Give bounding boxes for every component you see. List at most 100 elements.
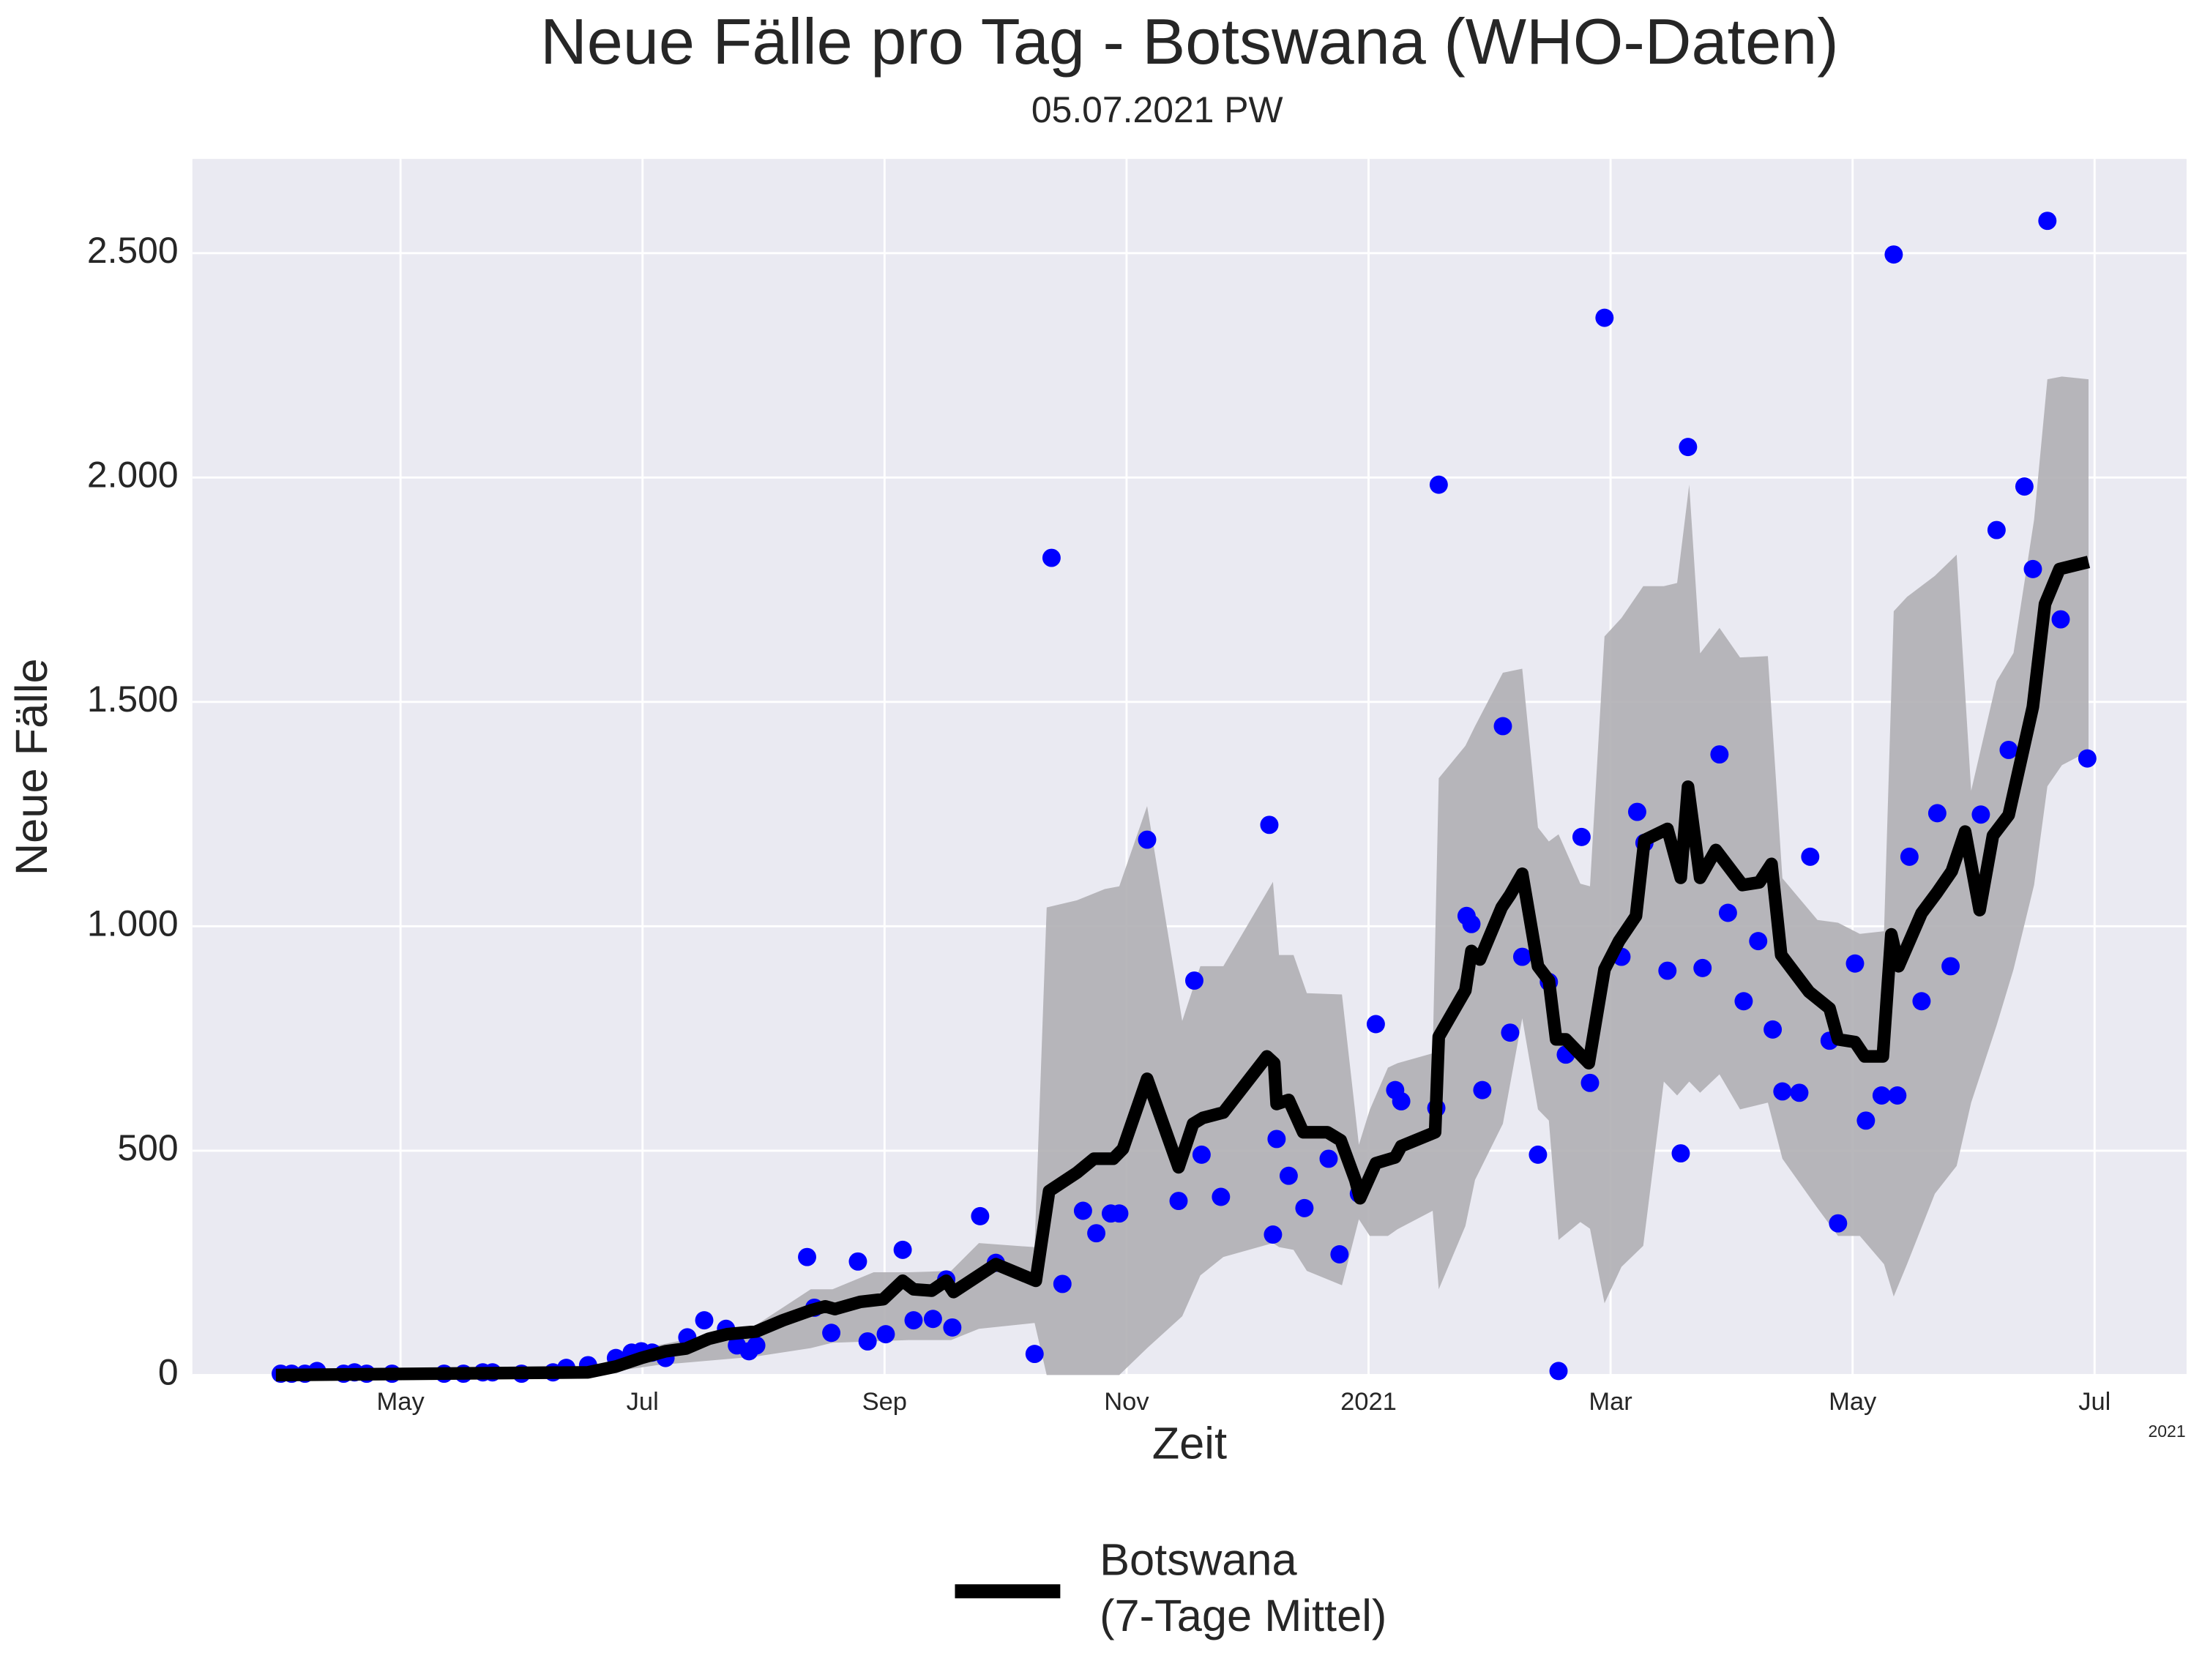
data-point — [1884, 245, 1903, 264]
data-point — [2038, 212, 2057, 231]
data-point — [1845, 954, 1865, 973]
data-point — [2078, 749, 2097, 768]
data-point — [848, 1252, 867, 1271]
data-point — [1392, 1091, 1411, 1110]
data-point — [1872, 1086, 1891, 1105]
data-point — [1042, 548, 1061, 567]
data-point — [2023, 559, 2042, 578]
x-tick-label: Nov — [1104, 1388, 1149, 1416]
marks — [272, 212, 2097, 1384]
data-point — [747, 1336, 766, 1355]
data-point — [1087, 1224, 1106, 1243]
chart-subtitle: 05.07.2021 PW — [1031, 89, 1283, 130]
data-point — [1366, 1015, 1385, 1034]
data-point — [1773, 1082, 1792, 1101]
data-point — [1264, 1225, 1283, 1244]
data-point — [1295, 1198, 1314, 1217]
data-point — [1900, 847, 1919, 866]
data-point — [1053, 1274, 1072, 1293]
legend-label: Botswana (7-Tage Mittel) — [1100, 1535, 1386, 1642]
data-point — [1512, 947, 1531, 966]
data-point — [695, 1311, 714, 1330]
data-point — [1671, 1144, 1690, 1163]
x-tick-label: Mar — [1589, 1388, 1632, 1416]
data-point — [971, 1206, 990, 1225]
data-point — [1462, 914, 1481, 933]
x-tick-label: May — [377, 1388, 425, 1416]
data-point — [858, 1332, 877, 1351]
data-point — [1856, 1111, 1876, 1130]
data-point — [1658, 961, 1677, 980]
data-point — [1212, 1187, 1231, 1206]
x-offset-label: 2021 — [2148, 1422, 2185, 1441]
x-tick-label: Jul — [627, 1388, 659, 1416]
data-point — [1319, 1149, 1338, 1168]
x-tick-label: May — [1829, 1388, 1877, 1416]
data-point — [1110, 1204, 1129, 1223]
data-point — [893, 1240, 912, 1259]
data-point — [1734, 992, 1753, 1011]
data-point — [2051, 610, 2070, 629]
data-point — [798, 1247, 816, 1266]
data-point — [1627, 802, 1646, 821]
data-point — [1073, 1201, 1092, 1220]
data-point — [1888, 1086, 1907, 1105]
data-point — [1267, 1130, 1286, 1149]
data-point — [876, 1325, 895, 1344]
data-point — [943, 1318, 962, 1337]
data-point — [1279, 1166, 1298, 1185]
x-tick-label: Sep — [862, 1388, 907, 1416]
y-axis-label: Neue Fälle — [7, 658, 57, 876]
data-point — [1184, 971, 1203, 990]
data-point — [1580, 1073, 1600, 1092]
data-point — [1572, 827, 1591, 846]
legend: Botswana (7-Tage Mittel) — [955, 1535, 1386, 1642]
data-point — [1138, 830, 1157, 849]
chart-title: Neue Fälle pro Tag - Botswana (WHO-Daten… — [540, 5, 1839, 78]
data-point — [1927, 804, 1947, 823]
data-point — [822, 1324, 841, 1343]
data-point — [1473, 1080, 1492, 1100]
data-point — [1801, 847, 1820, 866]
data-point — [1330, 1245, 1349, 1263]
data-point — [1999, 740, 2018, 759]
data-point — [1260, 815, 1279, 835]
data-point — [1749, 932, 1768, 951]
data-point — [1493, 717, 1512, 736]
x-tick-label: Jul — [2078, 1388, 2110, 1416]
y-tick-label: 500 — [117, 1127, 178, 1168]
data-point — [1710, 745, 1729, 764]
data-point — [1679, 438, 1698, 457]
data-point — [1501, 1023, 1520, 1042]
data-point — [1025, 1345, 1044, 1364]
data-point — [923, 1310, 942, 1329]
data-point — [2015, 477, 2034, 496]
data-point — [1595, 308, 1614, 327]
data-point — [1764, 1020, 1783, 1039]
y-tick-label: 2.000 — [87, 455, 179, 496]
y-tick-label: 1.000 — [87, 903, 179, 944]
data-point — [1971, 805, 1990, 824]
y-tick-label: 1.500 — [87, 679, 179, 720]
data-point — [904, 1311, 923, 1330]
data-point — [1718, 903, 1737, 922]
mean-line — [275, 556, 2091, 1382]
legend-label-line: Botswana — [1100, 1535, 1297, 1586]
data-point — [1693, 958, 1712, 977]
data-point — [1987, 520, 2006, 540]
data-point — [1790, 1083, 1809, 1102]
legend-label-line: (7-Tage Mittel) — [1100, 1591, 1386, 1641]
data-point — [1912, 992, 1931, 1011]
x-axis-label: Zeit — [1152, 1418, 1227, 1468]
data-point — [1829, 1214, 1848, 1233]
data-point — [1192, 1145, 1211, 1164]
data-point — [1169, 1192, 1188, 1211]
y-tick-label: 0 — [158, 1352, 179, 1393]
data-point — [1549, 1362, 1568, 1381]
data-point — [1529, 1145, 1548, 1164]
y-tick-label: 2.500 — [87, 230, 179, 271]
data-point — [1941, 957, 1960, 976]
data-point — [1429, 475, 1448, 494]
